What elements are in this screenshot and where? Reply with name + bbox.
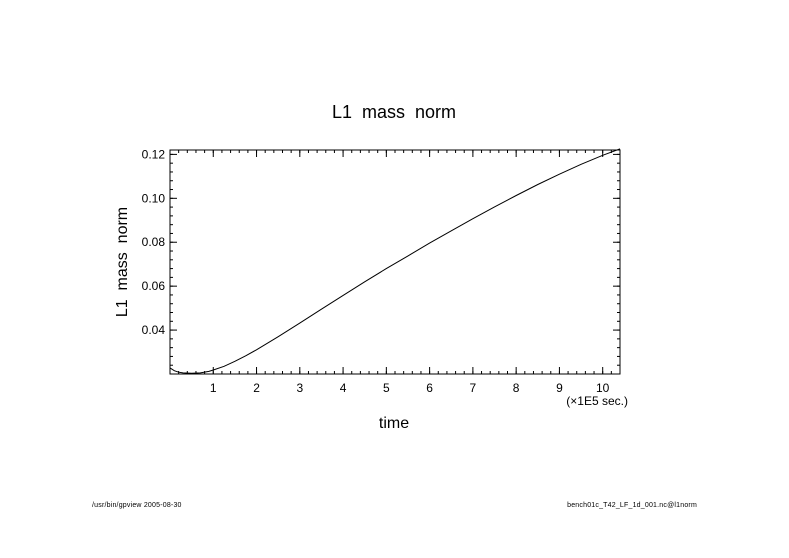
y-tick-label: 0.12	[142, 147, 166, 161]
x-tick-label: 5	[383, 381, 390, 395]
axis-ticks	[170, 150, 621, 374]
x-tick-label: 9	[556, 381, 563, 395]
x-tick-label: 6	[426, 381, 433, 395]
footer-source-file: bench01c_T42_LF_1d_001.nc@l1norm	[567, 502, 697, 509]
series-line-l1-mass-norm	[169, 148, 621, 374]
x-axis-unit-label: (×1E5 sec.)	[566, 394, 628, 408]
x-tick-label: 7	[470, 381, 477, 395]
x-tick-label: 2	[253, 381, 260, 395]
x-tick-label: 8	[513, 381, 520, 395]
footer-command-date: /usr/bin/gpview 2005-08-30	[92, 502, 182, 509]
x-tick-label: 1	[210, 381, 217, 395]
y-tick-label: 0.06	[142, 279, 166, 293]
y-tick-label: 0.08	[142, 235, 166, 249]
x-axis-label: time	[379, 415, 409, 432]
x-tick-label: 10	[596, 381, 610, 395]
tick-labels: 1 2 3 4 5 6 7 8 9 10 0.04 0.06 0.08 0.10 0.12	[142, 147, 610, 395]
plot-frame	[169, 149, 621, 375]
y-axis-label: L1 mass norm	[114, 207, 131, 317]
x-tick-label: 4	[340, 381, 347, 395]
y-tick-label: 0.10	[142, 191, 166, 205]
y-tick-label: 0.04	[142, 323, 166, 337]
x-tick-label: 3	[296, 381, 303, 395]
chart-title: L1 mass norm	[332, 102, 456, 122]
